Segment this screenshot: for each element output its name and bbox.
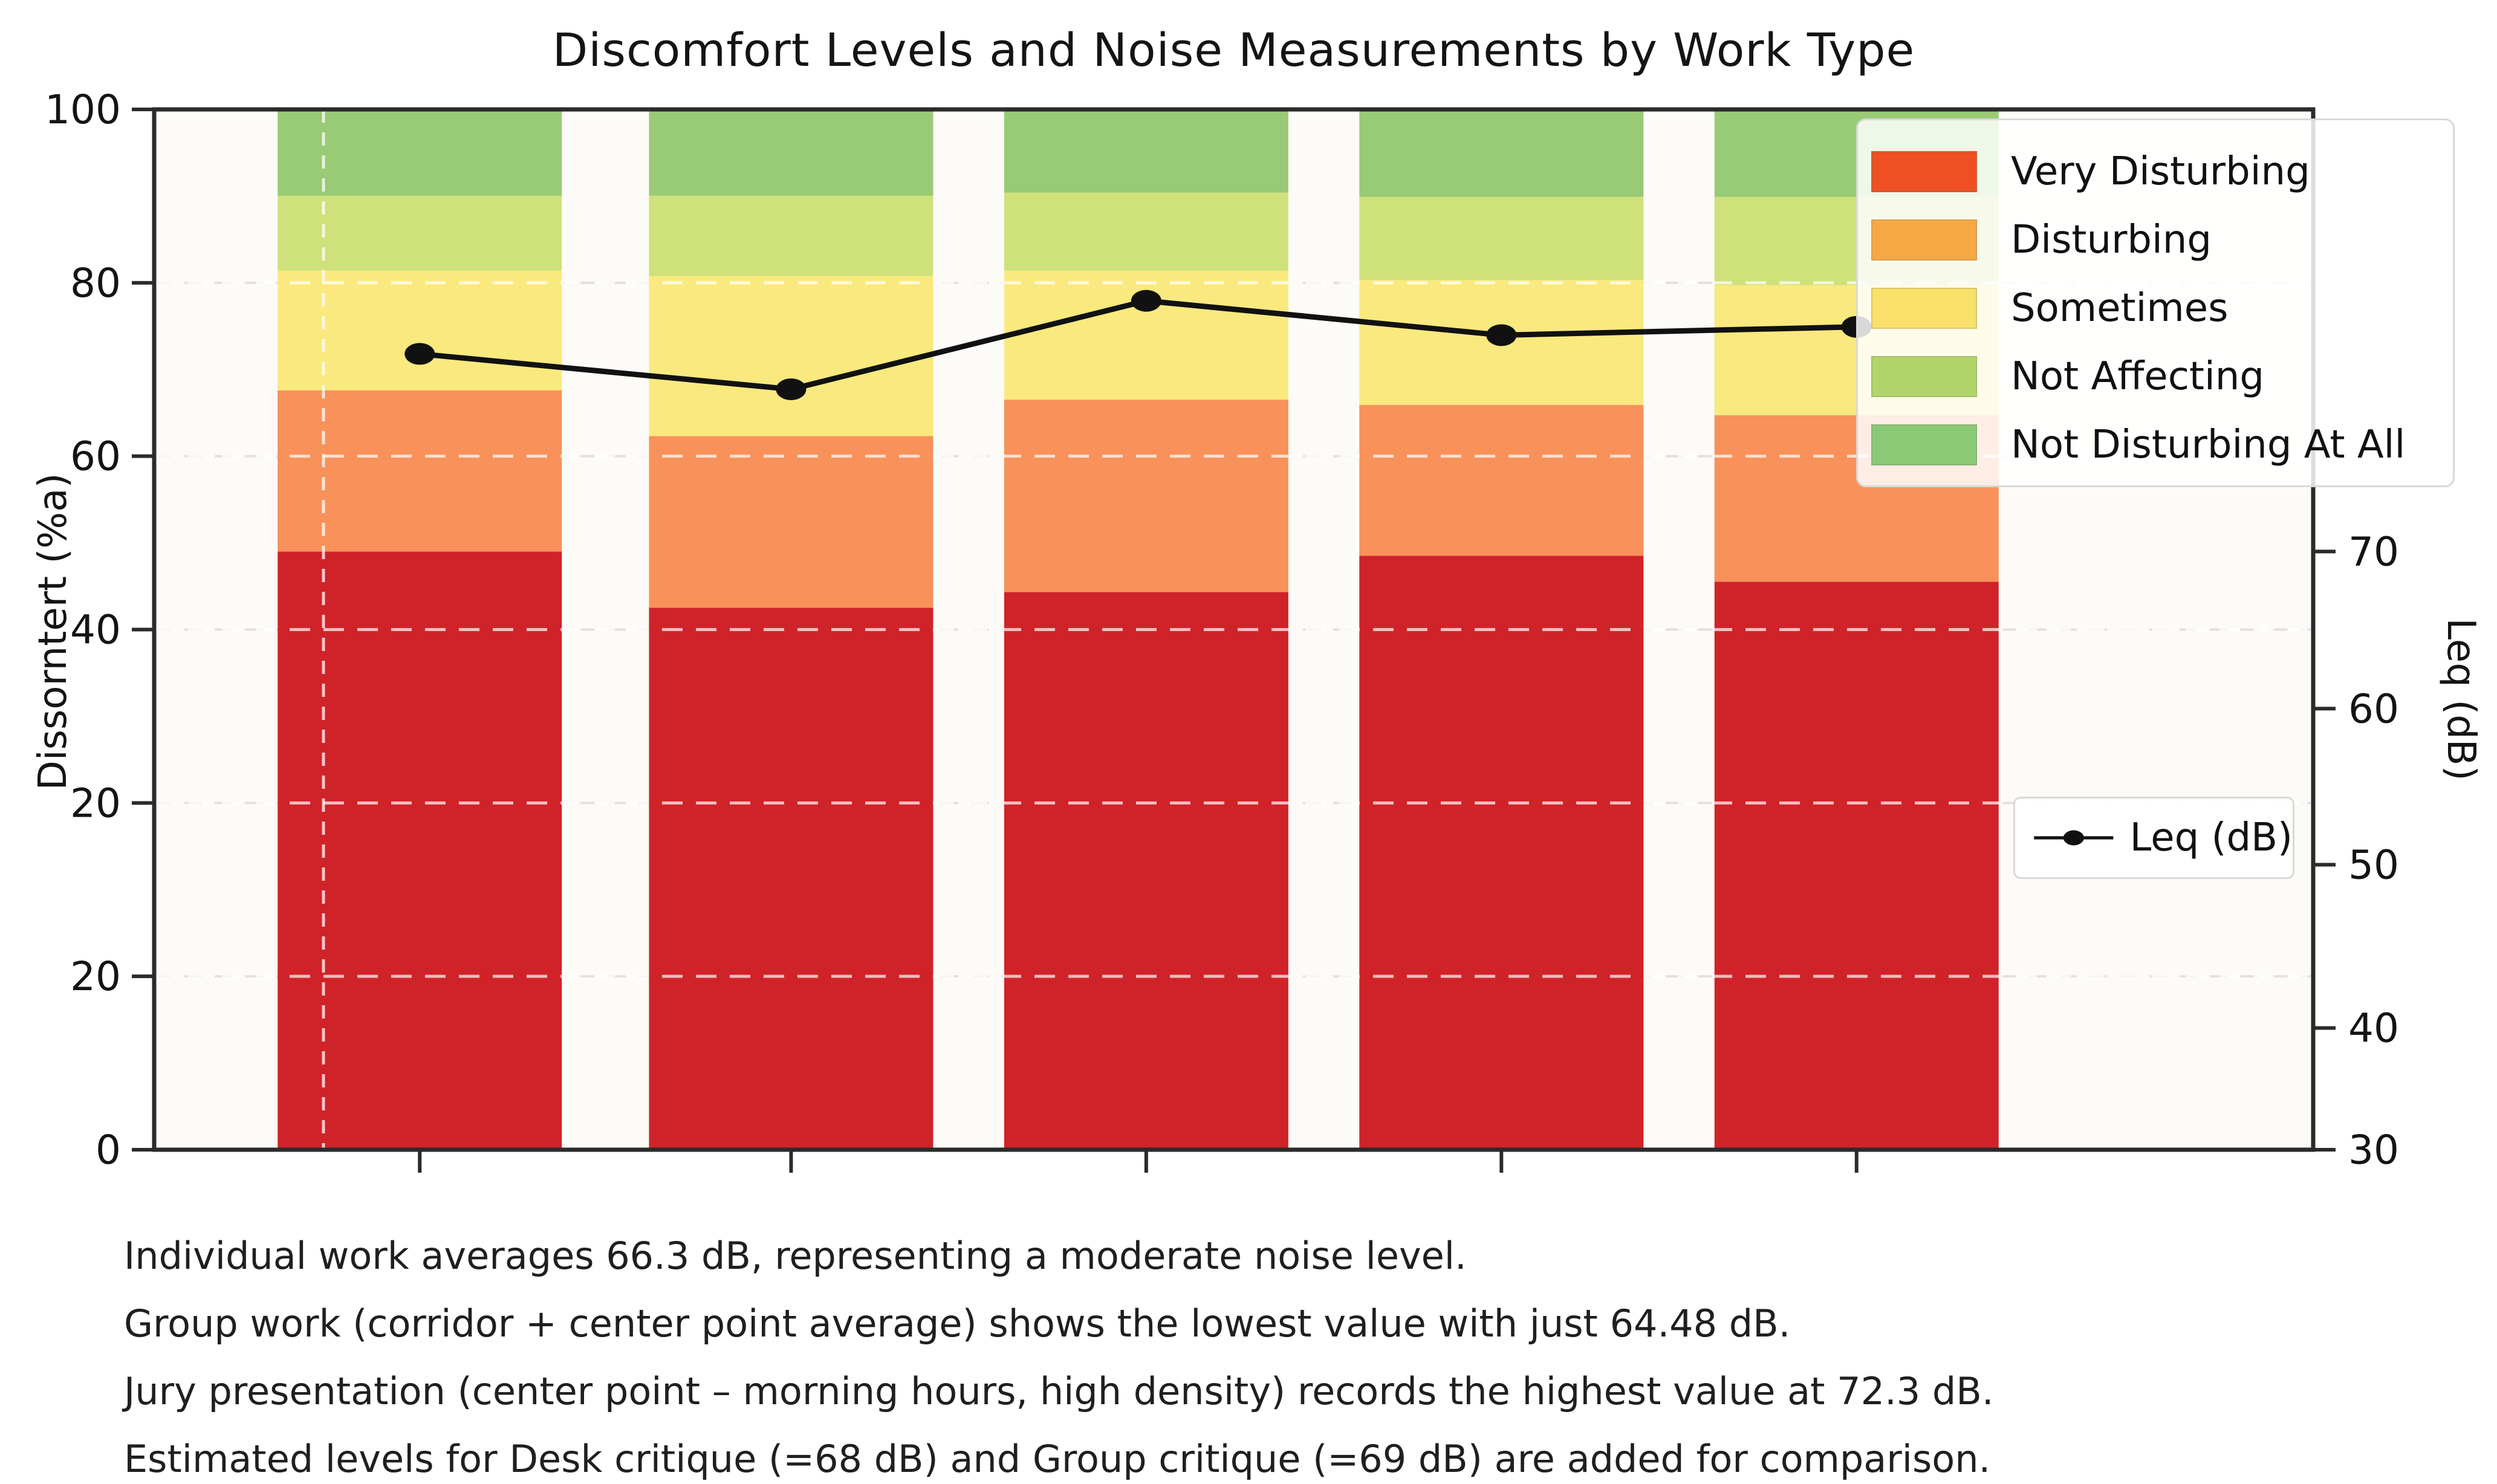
y2-tick-label: 70 — [2348, 528, 2399, 575]
line-legend-label: Leq (dB) — [2129, 815, 2293, 860]
bar-segment-disturbing — [278, 390, 562, 552]
y-tick-label: 80 — [70, 260, 121, 306]
left-axis: 100 80 60 40 20 20 0 — [45, 86, 154, 1173]
y2-tick-label: 40 — [2348, 1005, 2399, 1052]
bar-segment-very-disturbing — [1004, 592, 1288, 1150]
annotation-line: Group work (corridor + center point aver… — [124, 1301, 1791, 1346]
annotation-line: Individual work averages 66.3 dB, repres… — [124, 1234, 1467, 1278]
bar-segment-sometimes — [649, 276, 934, 436]
line-legend-box: Leq (dB) — [2013, 797, 2294, 879]
leq-marker — [1131, 290, 1161, 312]
legend-item-label: Not Affecting — [2011, 354, 2264, 399]
leq-markers — [404, 290, 1872, 400]
legend-item: Very Disturbing — [1871, 137, 2453, 206]
legend-item-label: Very Disturbing — [2011, 149, 2310, 194]
y2-tick-label: 60 — [2348, 685, 2399, 732]
bar-segment-very-disturbing — [1359, 556, 1644, 1150]
leq-marker — [1486, 324, 1517, 346]
y-tick-label: 60 — [70, 433, 121, 480]
annotation-line: Estimated levels for Desk critique (=68 … — [124, 1437, 1991, 1481]
line-legend-marker-icon — [2034, 830, 2114, 846]
bar-segment-not-affecting — [1004, 192, 1288, 271]
bar-segment-not-affecting — [649, 195, 934, 276]
legend-item: Not Disturbing At All — [1871, 410, 2453, 479]
bar-segment-very-disturbing — [649, 608, 934, 1150]
y-tick-label: 20 — [70, 780, 121, 826]
legend-swatch-icon — [1871, 355, 1977, 397]
y-tick-label: 100 — [45, 86, 121, 133]
bar-segment-disturbing — [1004, 400, 1288, 592]
y2-tick-label: 30 — [2348, 1127, 2399, 1173]
bar-segment-very-disturbing — [1714, 582, 1999, 1150]
annotation-line: Jury presentation (center point – mornin… — [124, 1369, 1994, 1413]
annotation-block: Individual work averages 66.3 dB, repres… — [124, 1222, 2421, 1484]
bar-segment-very-disturbing — [278, 551, 562, 1150]
legend-item: Sometimes — [1871, 274, 2453, 342]
legend-item: Not Affecting — [1871, 342, 2453, 410]
right-axis: 70 60 50 40 30 — [2313, 528, 2399, 1173]
y-tick-label: 20 — [70, 953, 121, 1000]
legend-box: Very Disturbing Disturbing Sometimes Not Af… — [1856, 118, 2455, 487]
leq-marker — [776, 378, 807, 400]
y-tick-label: 40 — [70, 607, 121, 653]
legend-item-label: Not Disturbing At All — [2011, 422, 2406, 467]
bar-segment-not-affecting — [278, 195, 562, 271]
bar-segment-disturbing — [1359, 404, 1644, 556]
bar-segment-not-disturbing-at-all — [278, 109, 562, 196]
stacked-bars — [278, 109, 1999, 1150]
y-tick-label: 0 — [96, 1127, 121, 1173]
legend-item-label: Disturbing — [2011, 217, 2212, 262]
bar-segment-not-affecting — [1359, 196, 1644, 280]
legend-swatch-icon — [1871, 287, 1977, 329]
legend-item-label: Sometimes — [2011, 285, 2229, 331]
bar-segment-disturbing — [649, 436, 934, 608]
bar-segment-sometimes — [278, 270, 562, 390]
legend-item: Disturbing — [1871, 206, 2453, 274]
legend-swatch-icon — [1871, 151, 1977, 192]
chart-title: Discomfort Levels and Noise Measurements… — [552, 23, 1915, 77]
bar-segment-not-disturbing-at-all — [649, 109, 934, 196]
left-axis-label: Dissorntert (%a) — [31, 473, 76, 791]
y2-tick-label: 50 — [2348, 841, 2399, 888]
legend-swatch-icon — [1871, 219, 1977, 261]
bar-segment-not-disturbing-at-all — [1004, 109, 1288, 193]
x-axis — [418, 1150, 1859, 1173]
bar-segment-not-disturbing-at-all — [1359, 109, 1644, 197]
legend-swatch-icon — [1871, 424, 1977, 465]
leq-marker — [404, 343, 435, 365]
